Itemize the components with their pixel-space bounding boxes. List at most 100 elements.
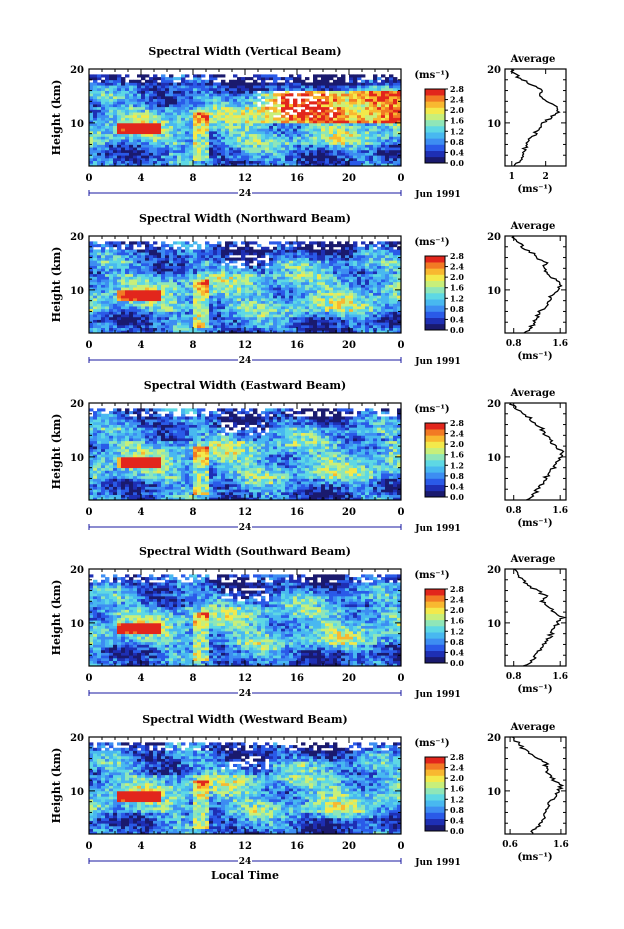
heatmap-cell: [393, 85, 398, 89]
heatmap-cell: [249, 120, 254, 124]
heatmap-cell: [89, 152, 94, 156]
heatmap-cell: [309, 125, 314, 129]
heatmap-cell: [369, 246, 374, 250]
heatmap-cell: [253, 98, 258, 102]
heatmap-cell: [241, 163, 246, 167]
heatmap-cell: [357, 155, 362, 159]
heatmap-cell: [109, 244, 114, 248]
heatmap-cell: [305, 141, 310, 145]
heatmap-cell: [133, 257, 138, 261]
heatmap-cell: [197, 330, 202, 334]
heatmap-cell: [89, 300, 94, 304]
heatmap-cell: [169, 262, 174, 267]
heatmap-cell: [277, 276, 282, 280]
heatmap-cell: [117, 147, 122, 151]
heatmap-cell: [257, 98, 262, 102]
heatmap-cell: [357, 268, 362, 272]
heatmap-cell: [329, 297, 334, 302]
heatmap-cell: [141, 327, 146, 331]
heatmap-cell: [181, 281, 186, 285]
heatmap-cell: [145, 93, 150, 97]
heatmap-cell: [349, 74, 354, 78]
heatmap-cell: [297, 244, 302, 248]
heatmap-cell: [365, 246, 370, 250]
heatmap-cell: [293, 85, 298, 89]
heatmap-cell: [365, 136, 370, 140]
heatmap-cell: [261, 133, 266, 137]
heatmap-cell: [241, 109, 246, 113]
heatmap-cell: [241, 246, 246, 250]
heatmap-cell: [217, 93, 222, 97]
heatmap-cell: [349, 101, 354, 105]
heatmap-cell: [121, 249, 126, 253]
heatmap-cell: [93, 104, 98, 108]
heatmap-cell: [313, 279, 318, 283]
heatmap-cell: [93, 303, 98, 307]
heatmap-cell: [125, 308, 130, 312]
heatmap-cell: [245, 112, 250, 116]
heatmap-cell: [109, 106, 114, 110]
heatmap-cell: [317, 244, 322, 248]
heatmap-cell: [309, 273, 314, 277]
heatmap-cell: [185, 98, 190, 102]
heatmap-cell: [357, 254, 362, 258]
heatmap-cell: [229, 295, 234, 299]
heatmap-cell: [365, 252, 370, 256]
heatmap-cell: [369, 303, 374, 307]
heatmap-cell: [325, 144, 330, 148]
heatmap-cell: [305, 157, 310, 162]
heatmap-cell: [189, 279, 194, 283]
heatmap-cell: [341, 271, 346, 275]
heatmap-cell: [173, 144, 178, 148]
heatmap-cell: [101, 144, 106, 148]
heatmap-cell: [341, 101, 346, 105]
heatmap-cell: [345, 149, 350, 153]
heatmap-cell: [257, 157, 262, 162]
heatmap-cell: [345, 114, 350, 118]
heatmap-cell: [245, 322, 250, 326]
heatmap-cell: [293, 77, 298, 81]
heatmap-cell: [181, 155, 186, 159]
heatmap-cell: [133, 252, 138, 256]
heatmap-cell: [313, 319, 318, 323]
heatmap-cell: [213, 144, 218, 148]
heatmap-cell: [141, 308, 146, 312]
heatmap-cell: [349, 155, 354, 159]
heatmap-cell: [285, 128, 290, 132]
heatmap-cell: [205, 155, 210, 159]
heatmap-cell: [249, 117, 254, 121]
heatmap-cell: [309, 155, 314, 159]
heatmap-cell: [321, 130, 326, 135]
heatmap-cell: [329, 160, 334, 164]
heatmap-cell: [389, 87, 394, 91]
heatmap-cell: [277, 265, 282, 269]
heatmap-cell: [261, 284, 266, 288]
heatmap-cell: [197, 279, 202, 283]
heatmap-cell: [133, 314, 138, 318]
heatmap-cell: [233, 130, 238, 135]
heatmap-cell: [377, 112, 382, 116]
heatmap-cell: [353, 101, 358, 105]
heatmap-cell: [129, 316, 134, 320]
heatmap-cell: [397, 114, 402, 118]
heatmap-cell: [117, 295, 122, 299]
heatmap-cell: [369, 122, 374, 126]
heatmap-cell: [261, 276, 266, 280]
heatmap-cell: [89, 287, 94, 291]
heatmap-cell: [385, 128, 390, 132]
heatmap-cell: [225, 284, 230, 288]
heatmap-cell: [209, 249, 214, 253]
heatmap-cell: [357, 292, 362, 296]
heatmap-cell: [169, 74, 174, 78]
heatmap-cell: [205, 322, 210, 326]
heatmap-cell: [313, 101, 318, 105]
heatmap-cell: [361, 133, 366, 137]
heatmap-cell: [329, 133, 334, 137]
heatmap-cell: [325, 281, 330, 285]
heatmap-cell: [193, 130, 198, 135]
heatmap-cell: [121, 316, 126, 320]
heatmap-cell: [369, 147, 374, 151]
heatmap-cell: [281, 271, 286, 275]
heatmap-cell: [109, 327, 114, 331]
heatmap-cell: [341, 130, 346, 135]
